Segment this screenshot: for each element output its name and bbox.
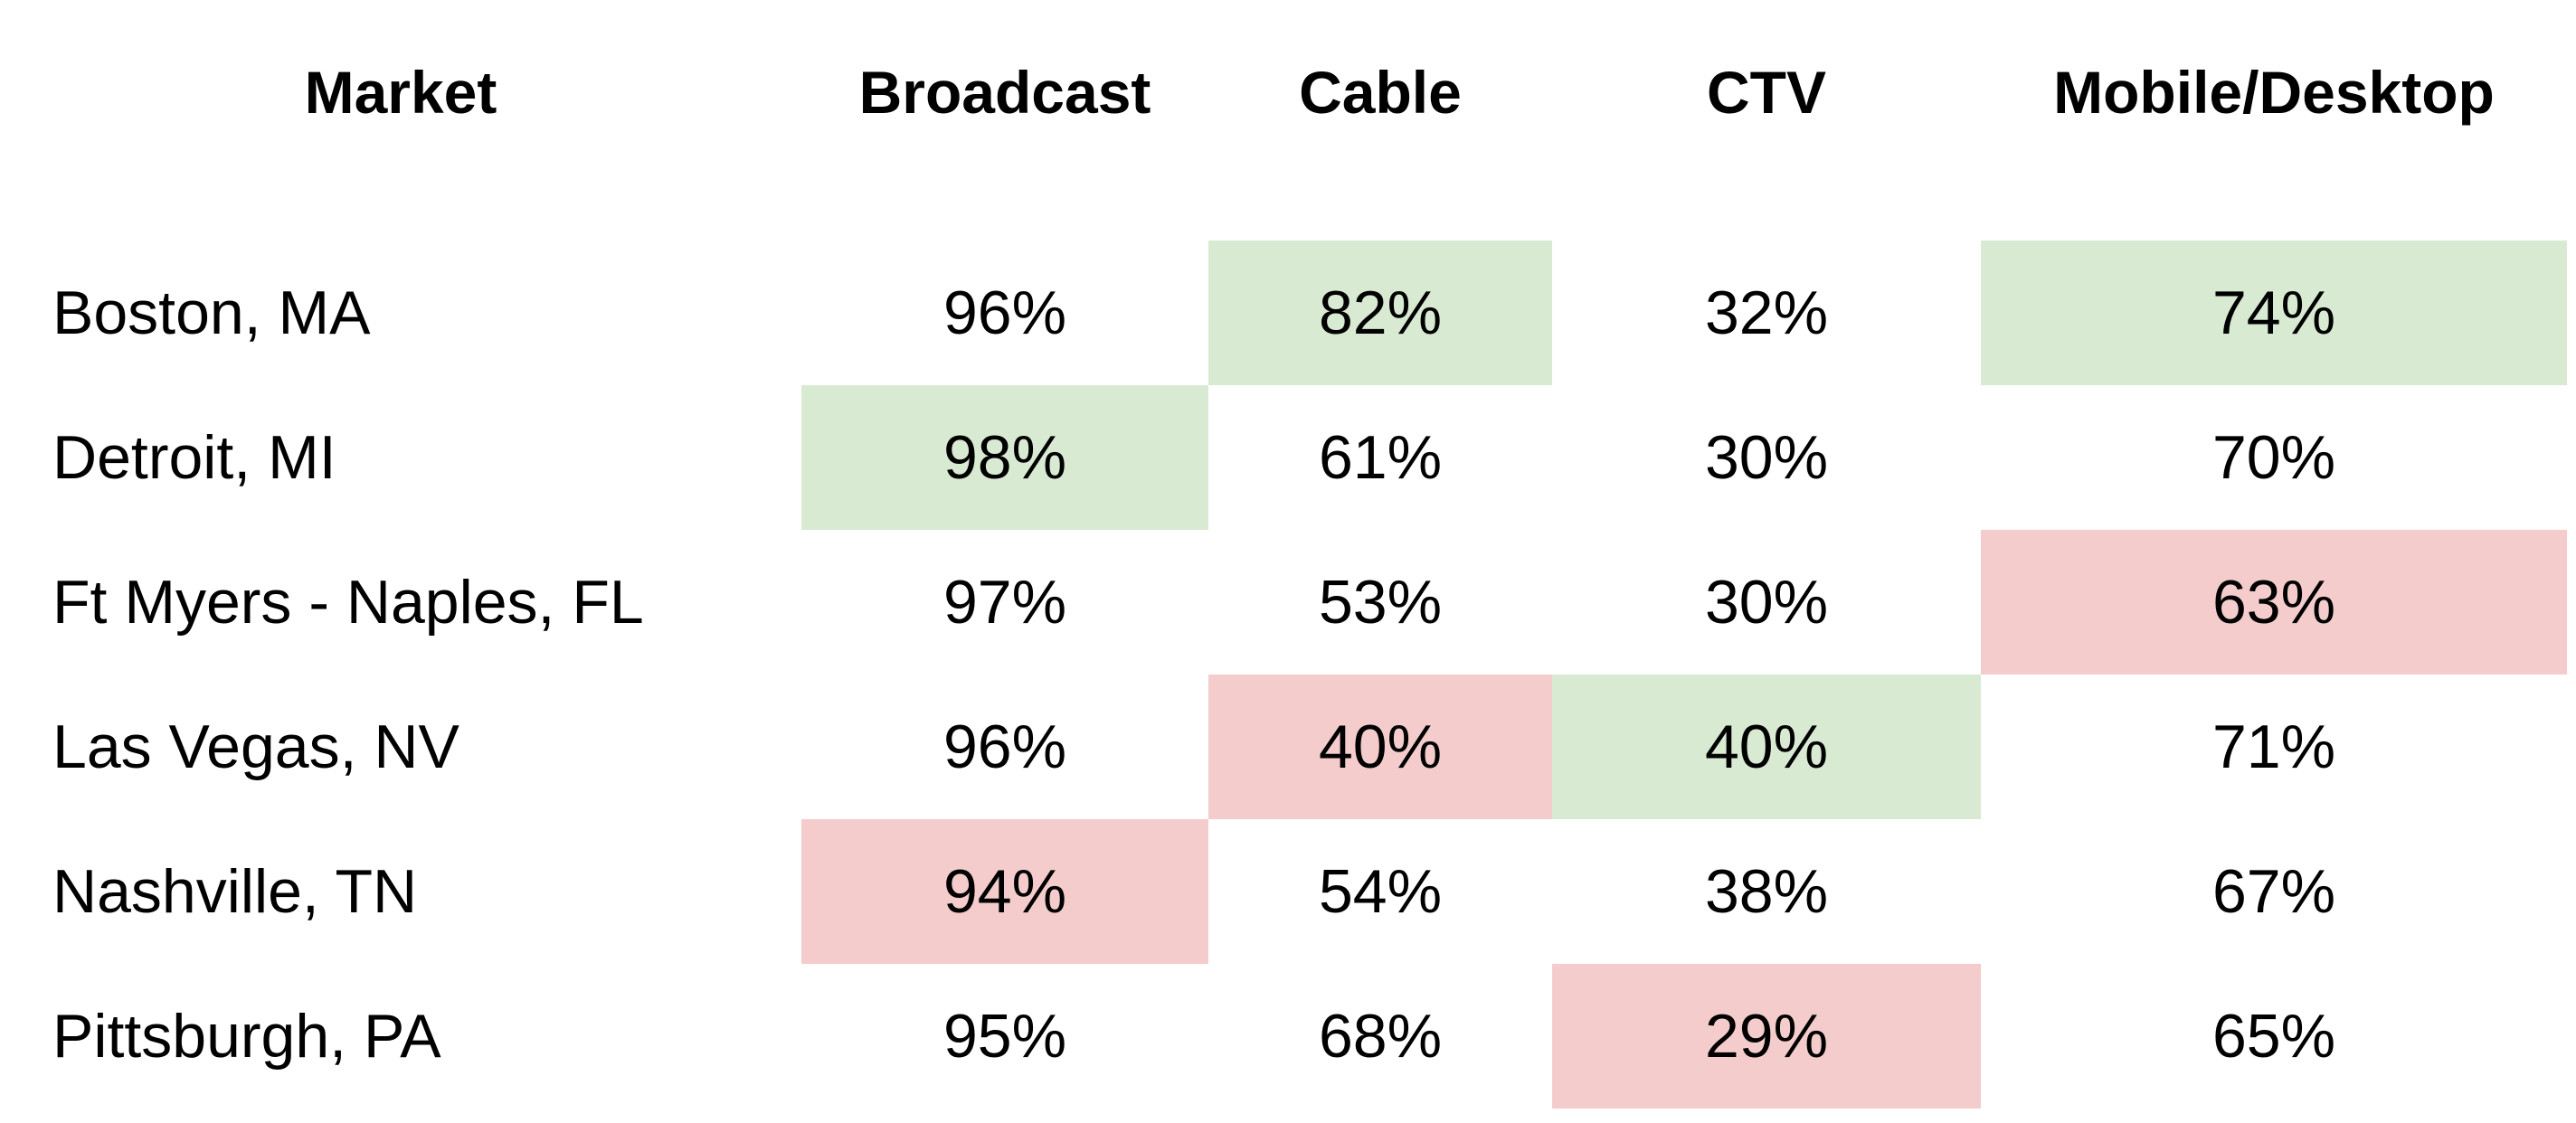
market-label: Ft Myers - Naples, FL (52, 568, 644, 637)
value-cell-mobile-desktop: 67% (2211, 857, 2336, 926)
value-cell-cable: 61% (1318, 423, 1443, 492)
value-cell-ctv: 40% (1552, 675, 1981, 819)
column-header-market: Market (304, 59, 497, 126)
value-cell-cable: 54% (1318, 857, 1443, 926)
value-cell-broadcast: 96% (942, 712, 1067, 781)
value-cell-ctv: 29% (1552, 964, 1981, 1109)
column-header-broadcast: Broadcast (858, 59, 1151, 126)
value-cell-mobile-desktop: 71% (2211, 712, 2336, 781)
market-label: Las Vegas, NV (52, 712, 459, 781)
market-label: Nashville, TN (52, 857, 418, 926)
column-header-ctv: CTV (1707, 59, 1826, 126)
value-cell-mobile-desktop: 63% (1981, 530, 2567, 675)
column-header-mobile-desktop: Mobile/Desktop (2053, 59, 2495, 126)
value-cell-mobile-desktop: 74% (1981, 241, 2567, 385)
market-label: Detroit, MI (52, 423, 336, 492)
value-cell-broadcast: 97% (942, 568, 1067, 637)
market-label: Pittsburgh, PA (52, 1002, 441, 1071)
value-cell-mobile-desktop: 70% (2211, 423, 2336, 492)
value-cell-ctv: 38% (1704, 857, 1829, 926)
value-cell-cable: 40% (1208, 675, 1552, 819)
value-cell-cable: 53% (1318, 568, 1443, 637)
value-cell-broadcast: 95% (942, 1002, 1067, 1071)
value-cell-ctv: 30% (1704, 568, 1829, 637)
value-cell-ctv: 30% (1704, 423, 1829, 492)
value-cell-mobile-desktop: 65% (2211, 1002, 2336, 1071)
value-cell-broadcast: 94% (801, 819, 1208, 964)
value-cell-ctv: 32% (1704, 278, 1829, 347)
market-label: Boston, MA (52, 278, 371, 347)
value-cell-broadcast: 98% (801, 385, 1208, 530)
value-cell-broadcast: 96% (942, 278, 1067, 347)
value-cell-cable: 68% (1318, 1002, 1443, 1071)
value-cell-cable: 82% (1208, 241, 1552, 385)
column-header-cable: Cable (1299, 59, 1462, 126)
